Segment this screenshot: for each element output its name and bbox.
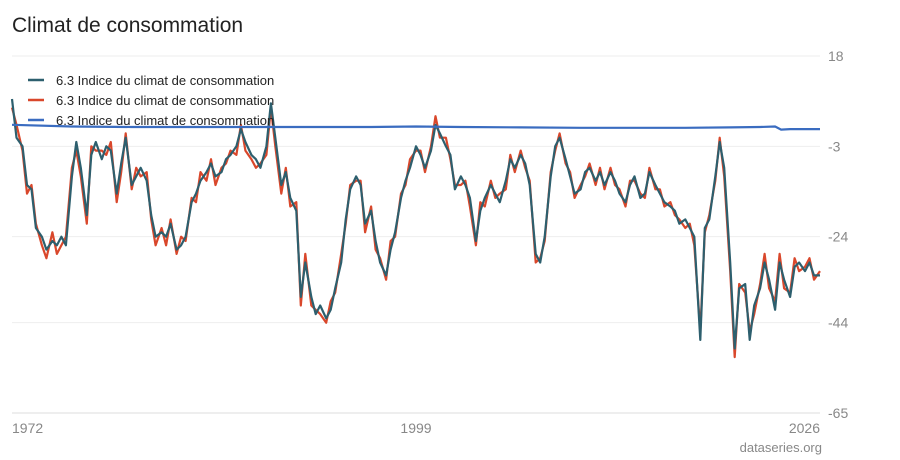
series-line <box>10 106 821 359</box>
series-lines <box>10 98 821 359</box>
y-tick-label: -65 <box>828 405 848 421</box>
y-tick-label: 18 <box>828 48 844 64</box>
series-line <box>10 98 820 350</box>
legend: 6.3 Indice du climat de consommation 6.3 … <box>28 73 274 128</box>
chart-title: Climat de consommation <box>12 14 244 37</box>
x-tick-label: 2026 <box>789 420 820 436</box>
x-tick-label: 1972 <box>12 420 43 436</box>
y-tick-label: -3 <box>828 138 841 154</box>
x-tick-label: 1999 <box>400 420 431 436</box>
y-axis-ticks: 18 -3 -24 -44 -65 <box>828 48 848 421</box>
series-line <box>11 123 820 131</box>
grid-lines <box>12 55 820 414</box>
y-tick-label: -24 <box>828 229 848 245</box>
legend-label: 6.3 Indice du climat de consommation <box>56 93 274 108</box>
y-tick-label: -44 <box>828 315 848 331</box>
x-axis-ticks: 1972 1999 2026 <box>12 420 820 436</box>
legend-label: 6.3 Indice du climat de consommation <box>56 113 274 128</box>
source-label: dataseries.org <box>739 440 822 455</box>
legend-label: 6.3 Indice du climat de consommation <box>56 73 274 88</box>
